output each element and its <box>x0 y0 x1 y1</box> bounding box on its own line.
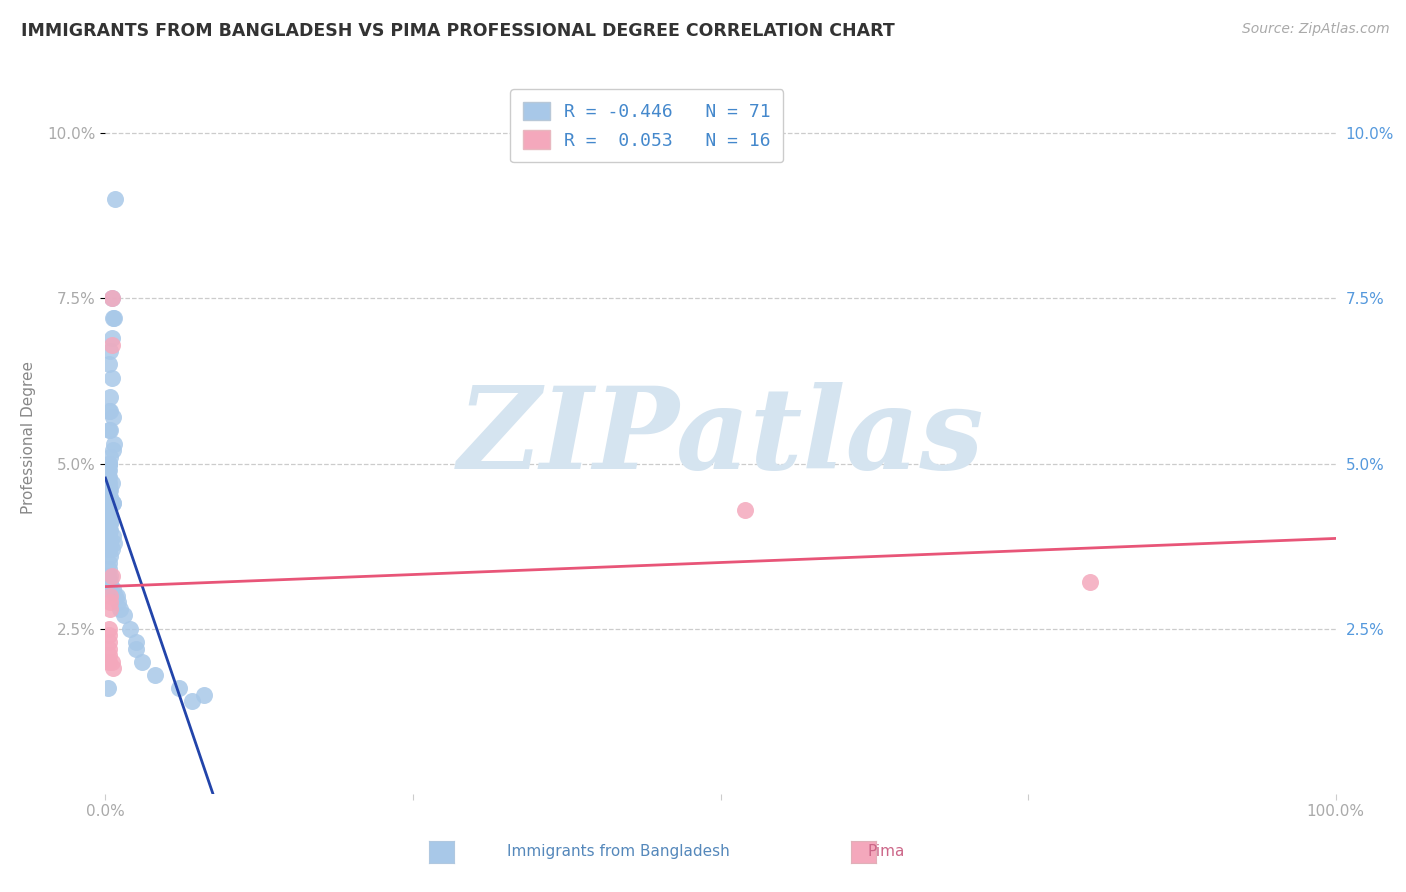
Point <box>100 291 122 305</box>
Point <box>98 502 121 516</box>
Point <box>112 608 135 623</box>
Point <box>97 469 120 483</box>
Point <box>98 589 122 603</box>
Point <box>734 502 756 516</box>
Point <box>98 509 121 524</box>
Point <box>101 496 124 510</box>
Point <box>105 589 128 603</box>
Point <box>107 595 129 609</box>
Text: IMMIGRANTS FROM BANGLADESH VS PIMA PROFESSIONAL DEGREE CORRELATION CHART: IMMIGRANTS FROM BANGLADESH VS PIMA PROFE… <box>21 22 894 40</box>
Point <box>98 602 122 616</box>
Point <box>98 575 122 590</box>
Point <box>101 311 124 326</box>
Point <box>143 668 166 682</box>
Point <box>97 476 120 491</box>
Point <box>101 582 124 596</box>
Point <box>98 569 122 583</box>
Point <box>131 655 153 669</box>
Point <box>169 681 191 695</box>
Point <box>98 595 122 609</box>
Point <box>97 509 120 524</box>
Point <box>98 655 121 669</box>
Point <box>98 516 122 530</box>
Point <box>98 641 121 656</box>
Point <box>97 569 120 583</box>
Point <box>98 490 121 504</box>
Point <box>98 469 121 483</box>
Point <box>110 602 132 616</box>
Text: Immigrants from Bangladesh: Immigrants from Bangladesh <box>508 845 730 859</box>
Point <box>103 536 125 550</box>
Point <box>97 681 120 695</box>
Point <box>98 628 121 642</box>
Text: Source: ZipAtlas.com: Source: ZipAtlas.com <box>1241 22 1389 37</box>
Point <box>100 569 122 583</box>
Point <box>98 556 121 570</box>
Point <box>98 403 122 417</box>
Point <box>100 476 122 491</box>
Point <box>100 496 122 510</box>
Point <box>98 529 121 543</box>
Point <box>104 589 127 603</box>
Point <box>101 661 124 675</box>
Point <box>100 291 122 305</box>
Point <box>98 457 121 471</box>
Point <box>101 529 124 543</box>
Point <box>98 463 121 477</box>
Point <box>98 344 122 359</box>
Point <box>98 542 121 557</box>
Point <box>101 410 124 425</box>
Point <box>98 549 122 563</box>
Point <box>120 622 141 636</box>
Point <box>98 523 122 537</box>
Point <box>100 542 122 557</box>
Point <box>98 424 122 438</box>
Point <box>98 562 121 576</box>
Point <box>100 370 122 384</box>
Point <box>98 536 122 550</box>
Legend: R = -0.446   N = 71, R =  0.053   N = 16: R = -0.446 N = 71, R = 0.053 N = 16 <box>510 89 783 162</box>
Point <box>98 622 121 636</box>
Point <box>103 436 125 450</box>
Point <box>98 635 121 649</box>
Point <box>98 542 121 557</box>
Point <box>101 443 124 458</box>
Point <box>104 192 127 206</box>
Point <box>1078 575 1101 590</box>
Point <box>98 457 121 471</box>
Point <box>98 476 121 491</box>
Point <box>125 635 148 649</box>
Point <box>98 483 121 497</box>
Point <box>103 311 125 326</box>
Point <box>193 688 215 702</box>
Point <box>98 582 121 596</box>
Point <box>98 403 121 417</box>
Point <box>98 358 121 372</box>
Point <box>101 496 124 510</box>
Point <box>98 391 122 405</box>
Point <box>180 694 202 708</box>
Point <box>98 523 121 537</box>
Point <box>100 337 122 351</box>
Point <box>98 516 122 530</box>
Point <box>98 502 121 516</box>
Point <box>125 641 148 656</box>
Point <box>100 331 122 345</box>
Point <box>98 450 122 464</box>
Y-axis label: Professional Degree: Professional Degree <box>21 360 37 514</box>
Text: ZIPatlas: ZIPatlas <box>457 382 984 492</box>
Point <box>100 655 122 669</box>
Point <box>98 648 121 662</box>
Point <box>97 463 120 477</box>
Point <box>98 490 122 504</box>
Point <box>98 483 122 497</box>
Point <box>98 424 121 438</box>
Text: Pima: Pima <box>868 845 904 859</box>
Point <box>98 457 121 471</box>
